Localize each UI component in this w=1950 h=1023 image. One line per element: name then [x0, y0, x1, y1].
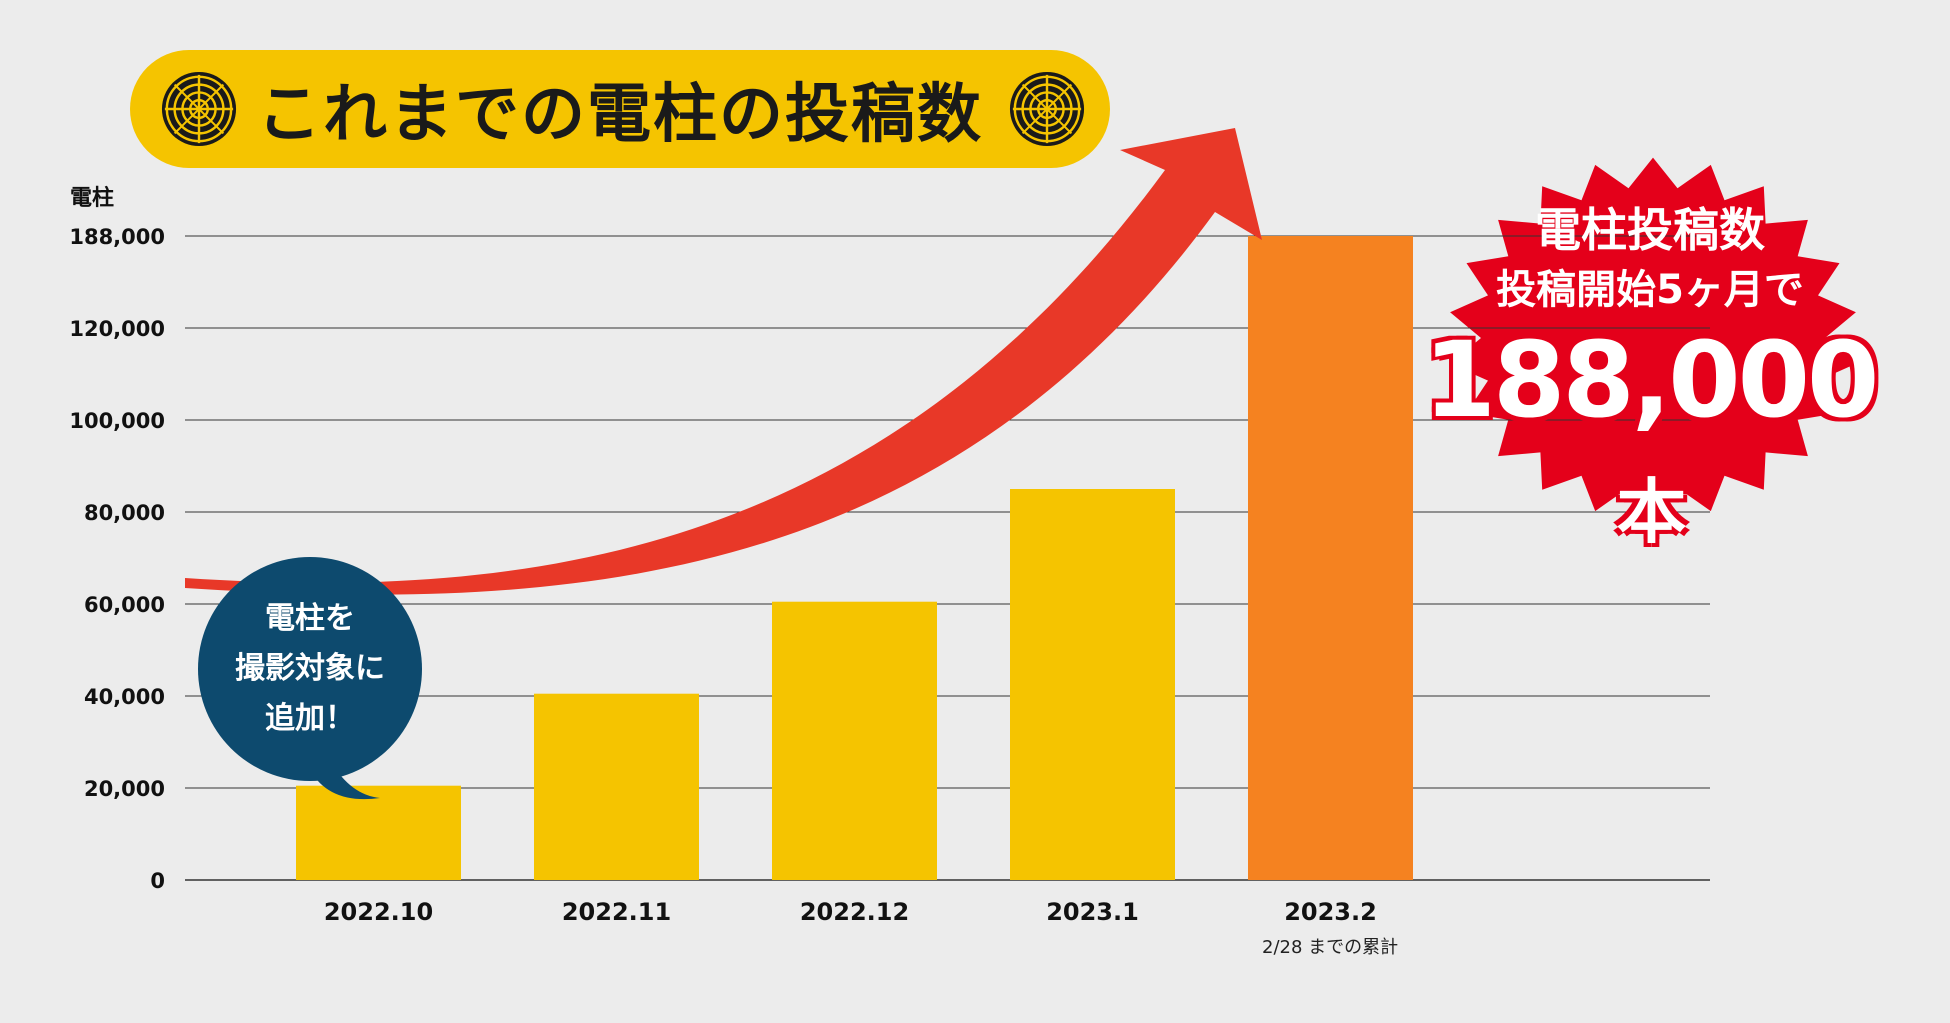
bubble-line-2: 撮影対象に: [235, 651, 385, 686]
bar-2023.2: [1248, 236, 1413, 880]
bar-2022.11: [534, 693, 699, 880]
x-tick-label: 2023.2: [1284, 898, 1377, 926]
burst-total: 188,000 本: [1420, 320, 1880, 572]
bubble-text: 電柱を 撮影対象に 追加！: [195, 594, 425, 744]
y-tick-label: 60,000: [84, 593, 165, 617]
y-tick-label: 0: [150, 869, 165, 893]
manhole-icon: [160, 70, 238, 148]
y-tick-label: 188,000: [69, 225, 165, 249]
x-tick-label: 2022.12: [800, 898, 909, 926]
speech-bubble: [198, 557, 422, 800]
title-banner: これまでの電柱の投稿数: [130, 50, 1110, 168]
bar-2022.12: [772, 601, 937, 880]
y-tick-label: 20,000: [84, 777, 165, 801]
bubble-line-1: 電柱を: [265, 601, 355, 636]
y-axis-label: 電柱: [70, 186, 115, 211]
burst-callout: 電柱投稿数 投稿開始5ヶ月で 188,000 本: [1420, 200, 1880, 572]
y-tick-label: 80,000: [84, 501, 165, 525]
burst-total-value: 188,000: [1423, 319, 1880, 441]
burst-line-1: 電柱投稿数: [1535, 203, 1765, 257]
bubble-line-3: 追加！: [265, 701, 355, 736]
y-tick-label: 100,000: [69, 409, 165, 433]
x-tick-label: 2022.11: [562, 898, 671, 926]
manhole-icon: [1008, 70, 1086, 148]
cumulative-note: 2/28 までの累計: [1262, 937, 1399, 958]
burst-line-2: 投稿開始5ヶ月で: [1496, 267, 1804, 313]
starburst-badge: [1450, 157, 1856, 519]
y-tick-label: 120,000: [69, 317, 165, 341]
burst-total-unit: 本: [1616, 471, 1687, 553]
bar-2023.1: [1010, 489, 1175, 880]
chart-title: これまでの電柱の投稿数: [257, 78, 983, 152]
bar-2022.10: [296, 785, 461, 880]
growth-arrow: [185, 128, 1262, 595]
y-tick-label: 40,000: [84, 685, 165, 709]
x-tick-label: 2022.10: [324, 898, 433, 926]
x-tick-label: 2023.1: [1046, 898, 1139, 926]
